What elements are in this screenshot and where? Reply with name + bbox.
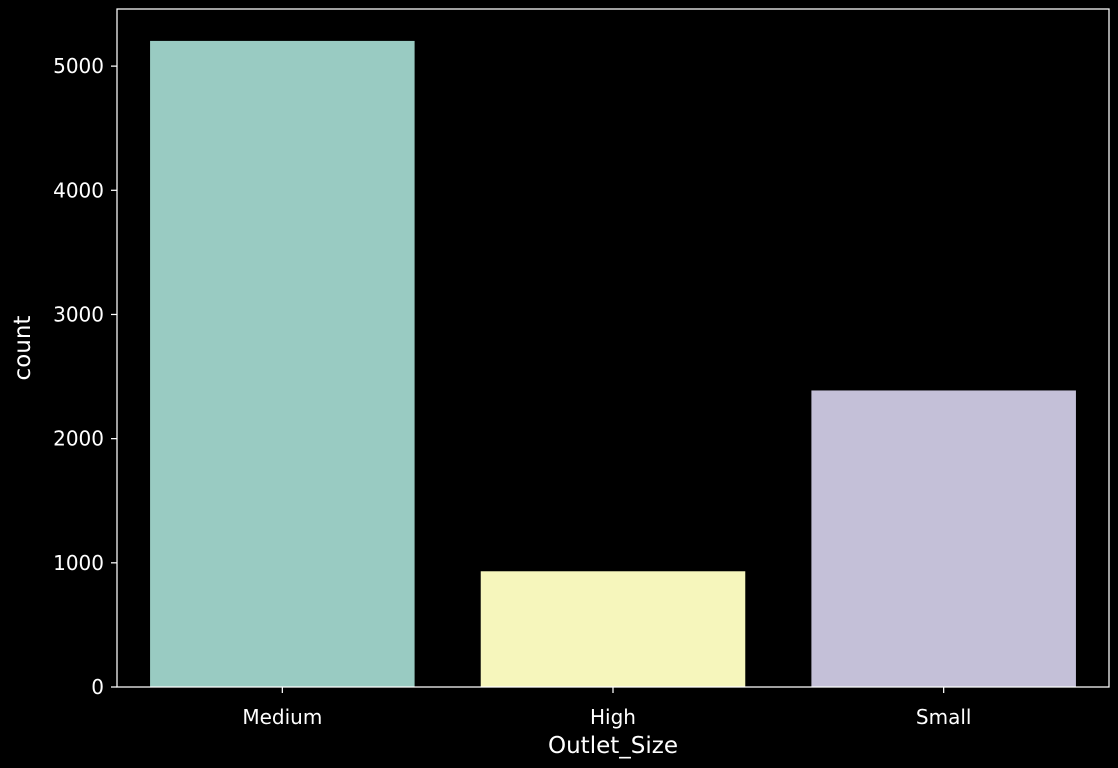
y-tick-label: 1000	[53, 551, 104, 575]
x-tick-label: Medium	[242, 705, 322, 729]
y-tick-label: 5000	[53, 54, 104, 78]
y-tick-label: 4000	[53, 178, 104, 202]
y-tick-label: 3000	[53, 302, 104, 326]
x-tick-label: High	[590, 705, 636, 729]
x-axis-ticks: Medium High Small	[242, 687, 971, 729]
y-axis-title: count	[10, 316, 36, 381]
bar-medium	[150, 40, 415, 687]
bar-high	[480, 571, 746, 687]
y-tick-label: 2000	[53, 427, 104, 451]
bars-group	[150, 40, 1076, 687]
bar-small	[811, 390, 1076, 687]
x-tick-label: Small	[916, 705, 972, 729]
y-axis-ticks: 0 1000 2000 3000 4000 5000	[53, 54, 117, 699]
x-axis-title: Outlet_Size	[548, 733, 678, 759]
y-tick-label: 0	[91, 675, 104, 699]
